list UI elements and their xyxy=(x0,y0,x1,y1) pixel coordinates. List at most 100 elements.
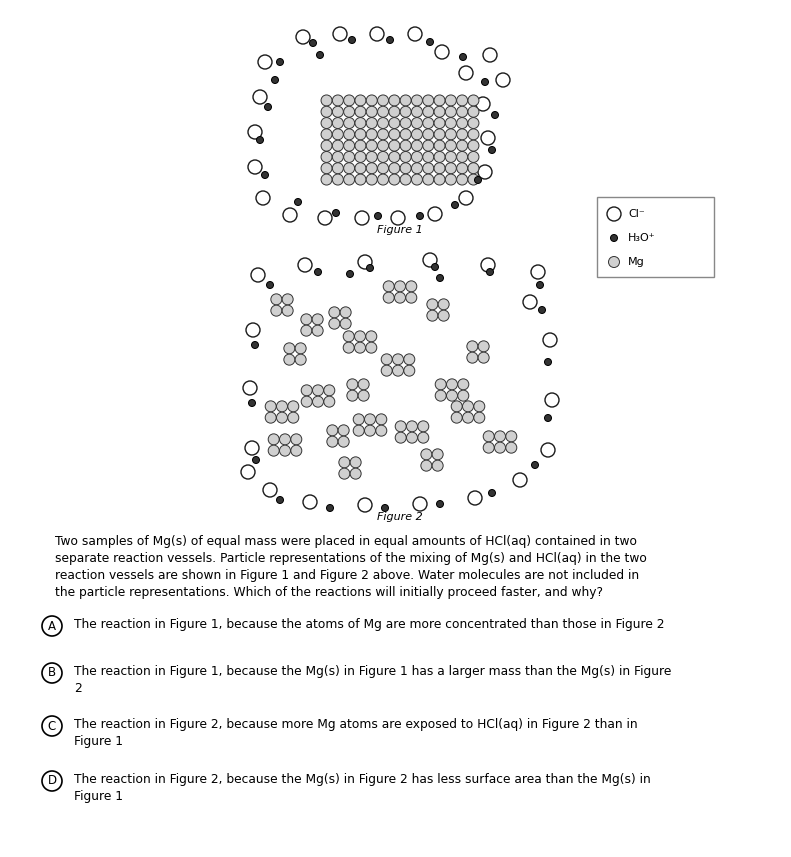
Circle shape xyxy=(400,117,411,129)
Circle shape xyxy=(523,295,537,309)
Circle shape xyxy=(340,318,351,329)
Circle shape xyxy=(396,432,407,443)
Circle shape xyxy=(463,412,474,423)
Circle shape xyxy=(343,152,354,163)
Circle shape xyxy=(324,385,335,396)
Circle shape xyxy=(411,106,422,117)
Circle shape xyxy=(284,354,295,365)
Circle shape xyxy=(321,174,332,185)
Circle shape xyxy=(456,117,467,129)
Circle shape xyxy=(332,117,343,129)
Circle shape xyxy=(468,117,479,129)
Circle shape xyxy=(381,505,388,512)
Circle shape xyxy=(309,39,316,46)
Circle shape xyxy=(468,129,479,140)
Text: D: D xyxy=(47,775,57,788)
Circle shape xyxy=(434,117,445,129)
Circle shape xyxy=(366,117,377,129)
Circle shape xyxy=(258,55,272,69)
Circle shape xyxy=(438,310,449,321)
Circle shape xyxy=(468,106,479,117)
Circle shape xyxy=(445,95,456,106)
Circle shape xyxy=(400,95,411,106)
Circle shape xyxy=(343,141,354,151)
Circle shape xyxy=(377,141,388,151)
Circle shape xyxy=(451,412,462,423)
Circle shape xyxy=(265,412,276,423)
Circle shape xyxy=(456,152,467,163)
Circle shape xyxy=(456,141,467,151)
Circle shape xyxy=(291,445,302,456)
Circle shape xyxy=(268,434,279,445)
Circle shape xyxy=(445,106,456,117)
Circle shape xyxy=(312,325,324,336)
Text: Figure 1: Figure 1 xyxy=(377,225,423,235)
Circle shape xyxy=(452,201,459,208)
Circle shape xyxy=(421,460,432,471)
Circle shape xyxy=(411,141,422,151)
Circle shape xyxy=(445,129,456,140)
Circle shape xyxy=(256,191,270,205)
FancyBboxPatch shape xyxy=(597,197,714,277)
Circle shape xyxy=(327,436,338,447)
Text: Two samples of Mg(s) of equal mass were placed in equal amounts of HCl(aq) conta: Two samples of Mg(s) of equal mass were … xyxy=(55,535,647,599)
Circle shape xyxy=(279,434,290,445)
Circle shape xyxy=(343,129,354,140)
Circle shape xyxy=(252,457,259,464)
Circle shape xyxy=(332,95,343,106)
Circle shape xyxy=(489,147,495,153)
Circle shape xyxy=(434,129,445,140)
Circle shape xyxy=(392,365,403,376)
Circle shape xyxy=(282,294,293,305)
Circle shape xyxy=(296,30,310,44)
Circle shape xyxy=(400,163,411,174)
Circle shape xyxy=(315,268,321,275)
Text: Mg: Mg xyxy=(628,257,645,267)
Circle shape xyxy=(377,163,388,174)
Circle shape xyxy=(295,343,306,354)
Circle shape xyxy=(42,663,62,683)
Circle shape xyxy=(354,331,365,342)
Circle shape xyxy=(355,163,366,174)
Circle shape xyxy=(321,163,332,174)
Circle shape xyxy=(435,45,449,59)
Circle shape xyxy=(422,141,433,151)
Circle shape xyxy=(370,27,384,41)
Circle shape xyxy=(346,379,358,390)
Circle shape xyxy=(321,129,332,140)
Circle shape xyxy=(366,106,377,117)
Circle shape xyxy=(481,131,495,145)
Circle shape xyxy=(301,314,312,325)
Circle shape xyxy=(339,468,350,479)
Circle shape xyxy=(338,425,349,436)
Circle shape xyxy=(301,325,312,336)
Circle shape xyxy=(340,307,351,318)
Circle shape xyxy=(543,333,557,347)
Circle shape xyxy=(434,152,445,163)
Circle shape xyxy=(389,152,399,163)
Circle shape xyxy=(611,235,618,242)
Circle shape xyxy=(392,354,403,365)
Text: The reaction in Figure 2, because more Mg atoms are exposed to HCl(aq) in Figure: The reaction in Figure 2, because more M… xyxy=(74,718,638,748)
Circle shape xyxy=(434,141,445,151)
Circle shape xyxy=(365,414,376,425)
Circle shape xyxy=(468,95,479,106)
Circle shape xyxy=(327,425,338,436)
Circle shape xyxy=(505,442,517,453)
Circle shape xyxy=(366,141,377,151)
Circle shape xyxy=(349,37,355,44)
Circle shape xyxy=(544,358,551,365)
Circle shape xyxy=(277,401,287,412)
Circle shape xyxy=(303,495,317,509)
Circle shape xyxy=(354,425,364,436)
Circle shape xyxy=(355,211,369,225)
Circle shape xyxy=(283,208,297,222)
Circle shape xyxy=(446,379,457,390)
Circle shape xyxy=(432,460,443,471)
Circle shape xyxy=(468,152,479,163)
Circle shape xyxy=(377,152,388,163)
Circle shape xyxy=(381,365,392,376)
Circle shape xyxy=(332,163,343,174)
Circle shape xyxy=(343,342,354,353)
Circle shape xyxy=(445,117,456,129)
